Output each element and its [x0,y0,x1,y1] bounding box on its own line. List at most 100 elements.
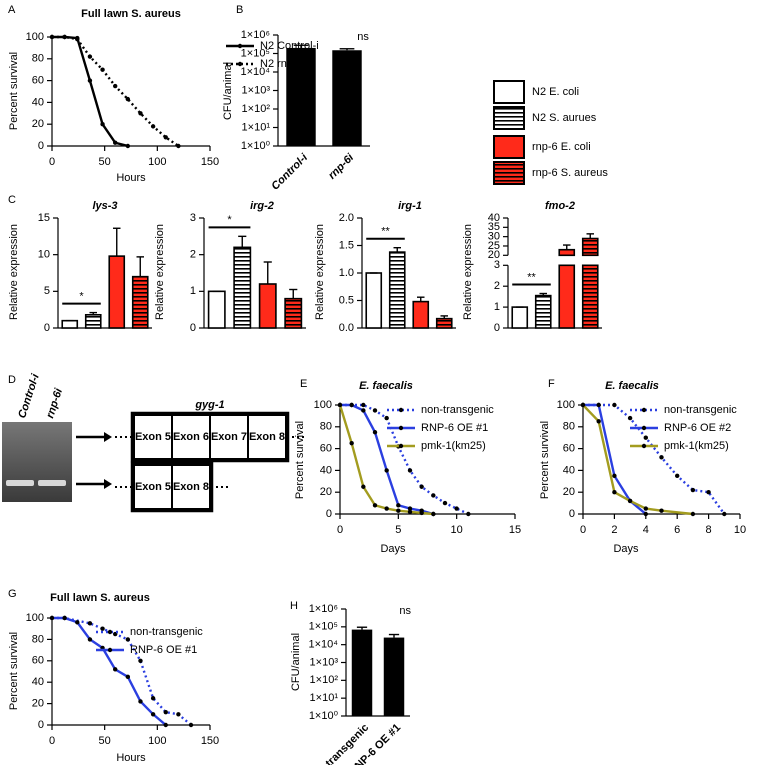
y-tick-label: 1×10⁵ [241,47,270,59]
exon-label-box: Exon 6 [172,430,210,443]
x-tick-label: 10 [734,524,746,536]
legend-marker [641,443,647,449]
legend-label: RNP-6 OE #1 [130,644,197,656]
bar [84,313,102,329]
legend-marker [641,407,647,413]
chart-title: E. faecalis [359,380,413,392]
y-tick-label: 0 [38,140,44,152]
y-tick-label: 1×10⁰ [241,140,271,152]
x-tick-label: 0 [580,524,586,536]
bar-lower [581,264,599,329]
data-point [396,503,401,508]
y-tick-label: 1×10² [242,103,271,115]
bar [207,290,226,329]
y-tick-label: 20 [563,486,575,498]
legend-label: pmk-1(km25) [664,440,729,452]
bar [534,294,552,329]
data-point [176,143,181,149]
lane-label: Control-i [16,372,42,420]
y-tick-label: 25 [488,240,500,252]
panel-d: D Control-i rnp-6i gyg-1 Exon 5 Exon 6 Exo… [2,372,304,513]
series-line [583,403,647,515]
data-point [361,402,366,408]
data-point [349,440,354,446]
data-point [87,637,93,642]
data-point [138,658,143,663]
x-tick-label: 150 [201,735,219,747]
exon-label-box: Exon 8 [173,481,209,493]
data-point [596,402,601,408]
bar [131,275,149,329]
data-point [384,468,389,473]
data-point [87,78,93,83]
chart-title: irg-2 [250,200,274,212]
y-tick-label: 1.5 [339,239,354,251]
y-tick-label: 0.0 [339,322,354,334]
data-point [419,510,424,516]
data-point [113,667,118,672]
data-point [466,511,471,517]
y-tick-label: 40 [563,464,575,476]
data-point [75,620,80,625]
y-tick-label: 100 [26,612,44,624]
arrow-head [104,432,112,442]
data-point [87,54,93,59]
bar [284,297,303,329]
y-tick-label: 3 [494,259,500,271]
y-tick-label: 1×10⁶ [309,603,338,615]
y-tick-label: 1×10⁵ [309,621,338,633]
legend-marker [398,425,404,431]
x-tick-label: 6 [674,524,680,536]
x-tick-label: 100 [148,156,166,168]
chart-title: irg-1 [398,200,422,212]
data-point [138,111,143,116]
data-point [384,415,389,421]
legend-label: N2 E. coli [532,86,579,98]
x-tick-label: rnp-6i [326,151,357,182]
gel-band [38,480,66,486]
bar [388,251,406,329]
x-tick-label: 150 [201,156,219,168]
data-point [361,408,366,413]
chart-title: fmo-2 [545,200,575,212]
lane-label: rnp-6i [44,386,65,420]
chart-title: Full lawn S. aureus [50,592,150,604]
data-point [150,712,156,717]
chart-title: Full lawn S. aureus [81,8,181,20]
data-point [612,490,617,495]
y-tick-label: 20 [488,249,500,261]
y-tick-label: 0 [44,322,50,334]
x-tick-label: 15 [509,524,521,536]
data-point [454,506,459,511]
legend-marker [107,629,113,635]
bar [258,283,277,329]
data-point [49,615,55,621]
data-point [643,511,648,517]
series-line [338,404,434,516]
x-tick-label: 2 [611,524,617,536]
y-tick-label: 1×10⁴ [240,66,270,78]
data-point [690,511,696,517]
exon-box [171,414,211,460]
y-tick-label: 1×10³ [310,656,339,668]
legend-swatch [493,106,525,130]
y-axis-label: Percent survival [539,421,551,499]
y-tick-label: 1.0 [339,267,354,279]
data-point [125,96,131,102]
bar [351,629,373,716]
annotation: * [227,214,232,226]
exon-label: Exon 6 [172,430,210,443]
data-point [596,419,601,424]
legend-swatch [493,80,525,104]
data-point [659,455,664,460]
data-point [188,722,194,728]
data-point [100,67,105,72]
y-tick-label: 0 [569,508,575,520]
y-axis-label: Relative expression [314,224,326,320]
data-point [49,34,55,40]
data-point [419,484,424,489]
chart-title: lys-3 [92,200,117,212]
y-tick-label: 35 [488,221,500,233]
data-point [690,487,696,493]
